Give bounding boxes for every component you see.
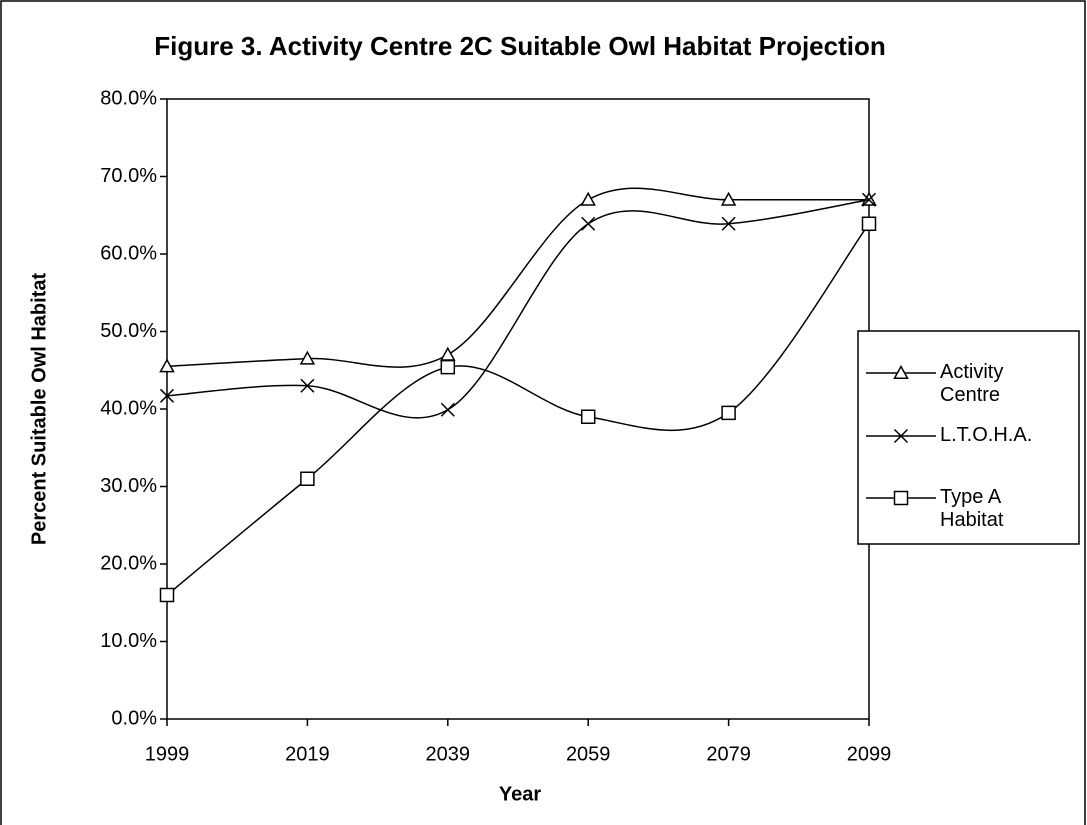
legend-marker xyxy=(893,364,909,379)
marker xyxy=(300,471,315,486)
marker xyxy=(861,216,877,232)
plot-area xyxy=(166,98,870,720)
marker xyxy=(299,350,316,365)
y-tick-label: 70.0% xyxy=(100,165,157,187)
x-tick-label: 2039 xyxy=(426,743,471,765)
x-tick-label: 2079 xyxy=(706,743,751,765)
y-tick-label: 50.0% xyxy=(100,320,157,342)
x-axis-label: Year xyxy=(499,783,541,805)
y-tick-label: 30.0% xyxy=(100,475,157,497)
marker xyxy=(720,191,737,206)
marker xyxy=(721,405,736,421)
x-tick-label: 2019 xyxy=(285,743,330,765)
marker xyxy=(861,192,877,207)
legend-label: Type A Habitat xyxy=(940,486,1004,531)
series-line xyxy=(166,187,869,368)
marker xyxy=(580,191,596,206)
legend-label: L.T.O.H.A. xyxy=(940,424,1033,446)
marker xyxy=(159,388,175,403)
marker xyxy=(159,358,175,373)
x-tick-label: 2099 xyxy=(847,743,892,765)
x-tick-label: 1999 xyxy=(145,743,190,765)
marker xyxy=(721,216,736,231)
legend-box xyxy=(857,330,1080,545)
marker xyxy=(159,587,175,603)
x-tick-label: 2059 xyxy=(566,743,611,765)
y-tick-label: 80.0% xyxy=(100,87,157,109)
legend-marker xyxy=(893,428,909,444)
chart-title: Figure 3. Activity Centre 2C Suitable Ow… xyxy=(154,31,886,61)
series-line xyxy=(166,199,870,419)
marker xyxy=(440,359,456,375)
y-axis-label: Percent Suitable Owl Habitat xyxy=(28,273,50,546)
y-tick-label: 0.0% xyxy=(111,707,157,729)
legend-label: Activity Centre xyxy=(940,361,1004,406)
marker xyxy=(440,402,455,417)
series-line xyxy=(166,223,870,596)
y-tick-label: 60.0% xyxy=(100,242,157,264)
marker xyxy=(581,216,596,231)
legend-marker xyxy=(893,490,909,506)
y-tick-label: 10.0% xyxy=(100,630,157,652)
y-tick-label: 20.0% xyxy=(100,552,157,574)
marker xyxy=(300,378,315,393)
y-tick-label: 40.0% xyxy=(100,397,157,419)
marker xyxy=(580,409,596,424)
